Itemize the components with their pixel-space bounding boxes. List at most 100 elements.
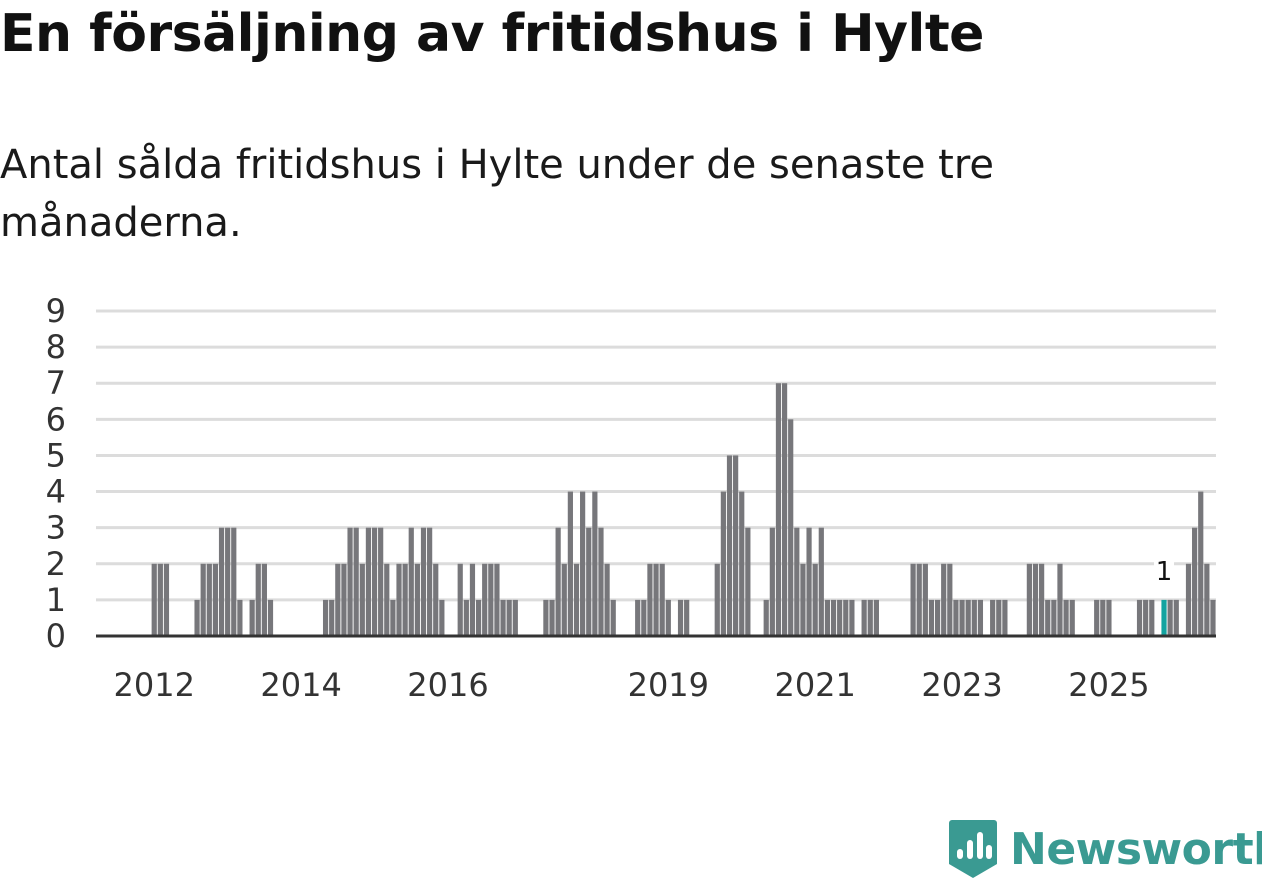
bar <box>249 599 255 636</box>
x-tick-label: 2019 <box>628 666 709 704</box>
bar <box>953 599 959 636</box>
bar <box>806 527 812 636</box>
bar <box>1069 599 1075 636</box>
bar <box>1185 563 1192 636</box>
bar <box>255 563 261 636</box>
x-tick-label: 2023 <box>921 666 1002 704</box>
bar <box>726 455 733 636</box>
y-tick-label: 1 <box>46 581 66 619</box>
bar <box>157 563 163 636</box>
bar <box>329 599 335 636</box>
bar <box>635 599 641 636</box>
x-tick-label: 2016 <box>407 666 488 704</box>
bar <box>151 563 157 636</box>
x-tick-label: 2012 <box>114 666 195 704</box>
bar <box>378 527 384 636</box>
bar <box>971 599 977 636</box>
bar <box>775 383 782 636</box>
newsworthy-logo-icon <box>949 820 997 878</box>
bar <box>800 563 806 636</box>
bar <box>604 563 610 636</box>
bar <box>849 599 855 636</box>
bar <box>359 563 365 636</box>
bar <box>335 563 341 636</box>
bar <box>861 599 867 636</box>
bar <box>910 563 916 636</box>
bar <box>390 599 396 636</box>
bar <box>665 599 671 636</box>
bar <box>512 599 518 636</box>
y-tick-label: 8 <box>46 328 66 366</box>
bar <box>561 563 567 636</box>
bar <box>714 563 720 636</box>
bar <box>1045 599 1051 636</box>
bar <box>996 599 1002 636</box>
brand-name: Newsworthy <box>1010 823 1262 875</box>
data-label: 1 <box>1156 557 1173 587</box>
bar <box>1106 599 1112 636</box>
bar <box>990 599 996 636</box>
bar <box>212 563 219 636</box>
bar <box>653 563 659 636</box>
bar <box>482 563 488 636</box>
bar <box>206 563 212 636</box>
bar <box>788 419 794 636</box>
bar <box>592 491 598 636</box>
bar <box>830 599 837 636</box>
bar <box>163 563 170 636</box>
bar <box>959 599 965 636</box>
x-tick-label: 2021 <box>774 666 855 704</box>
bar <box>506 599 512 636</box>
bar <box>475 599 482 636</box>
bar <box>231 527 237 636</box>
bar <box>433 563 439 636</box>
bar <box>928 599 935 636</box>
bar <box>1204 563 1210 636</box>
bar <box>843 599 849 636</box>
bar <box>684 599 690 636</box>
bar <box>237 599 243 636</box>
bar <box>261 563 267 636</box>
bar <box>341 563 347 636</box>
newsworthy-brand: Newsworthy <box>948 818 1262 880</box>
bar <box>194 599 200 636</box>
bar <box>934 599 941 636</box>
bar <box>965 599 971 636</box>
bar <box>1100 599 1106 636</box>
bar <box>659 563 665 636</box>
bar <box>794 527 800 636</box>
data-label-background <box>1154 557 1175 586</box>
bar <box>200 563 206 636</box>
bar <box>922 563 928 636</box>
bar <box>1057 563 1063 636</box>
bar <box>867 599 873 636</box>
bar <box>555 527 561 636</box>
chart-title: En försäljning av fritidshus i Hylte <box>0 4 984 64</box>
bar <box>1051 599 1057 636</box>
bar <box>1002 599 1008 636</box>
bar <box>641 599 647 636</box>
bar <box>824 599 831 636</box>
bar <box>414 563 420 636</box>
bar <box>598 527 604 636</box>
y-tick-label: 2 <box>46 545 66 583</box>
bar <box>218 527 225 636</box>
bar <box>1192 527 1198 636</box>
bar <box>947 563 953 636</box>
bar <box>1026 563 1032 636</box>
bar <box>494 563 500 636</box>
chart-subtitle: Antal sålda fritidshus i Hylte under de … <box>0 142 995 246</box>
bar <box>402 563 408 636</box>
y-tick-label: 9 <box>46 292 66 330</box>
bar <box>408 527 414 636</box>
bar <box>781 383 788 636</box>
bar <box>469 563 476 636</box>
bar <box>769 527 775 636</box>
bar <box>720 491 726 636</box>
bar <box>610 599 616 636</box>
bar <box>1167 599 1173 636</box>
x-tick-label: 2014 <box>260 666 341 704</box>
y-tick-label: 3 <box>46 509 66 547</box>
bar <box>500 599 506 636</box>
bar <box>567 491 573 636</box>
